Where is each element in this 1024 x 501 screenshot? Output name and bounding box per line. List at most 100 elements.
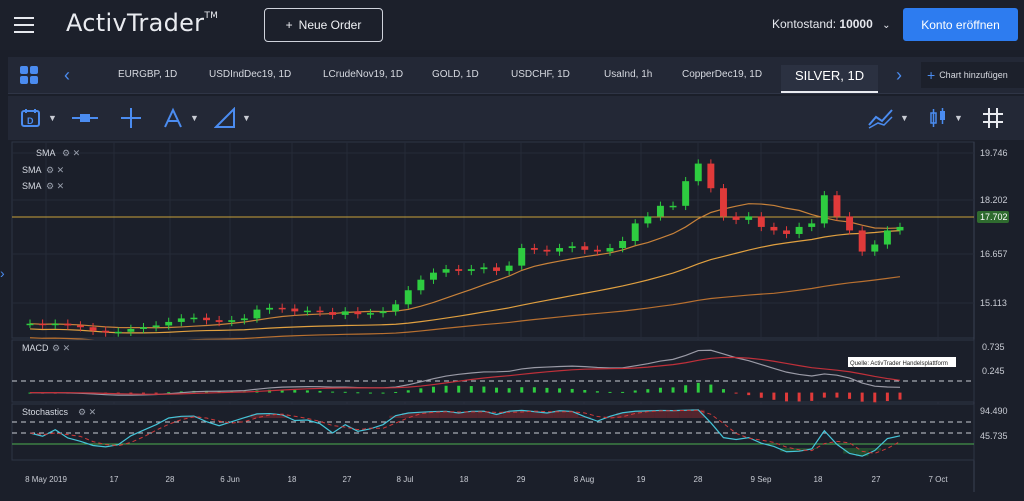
timeframe-calendar-button[interactable]: D ▼ <box>20 106 57 130</box>
candle-body <box>52 324 59 326</box>
tab-eurgbp[interactable]: EURGBP, 1D <box>118 69 177 80</box>
candle-body <box>77 325 84 327</box>
macd-bar <box>457 386 460 393</box>
tabs-prev-arrow-icon[interactable]: ‹ <box>64 65 70 86</box>
candle-body <box>884 230 891 244</box>
candle-body <box>90 327 97 331</box>
candle-body <box>607 248 614 252</box>
tab-usdind[interactable]: USDIndDec19, 1D <box>209 69 291 80</box>
x-tick-label: 17 <box>110 475 119 484</box>
grid-toggle-button[interactable] <box>982 106 1004 130</box>
tab-silver[interactable]: SILVER, 1D <box>781 65 878 93</box>
macd-bar <box>155 393 158 394</box>
candle-body <box>140 327 147 329</box>
candle-body <box>405 290 412 304</box>
candle-body <box>657 206 664 217</box>
sma-label-2[interactable]: SMA <box>22 165 42 175</box>
settings-icon[interactable]: ⚙ ✕ <box>46 165 64 175</box>
candle-body <box>796 227 803 234</box>
tab-usaind[interactable]: UsaInd, 1h <box>604 69 652 80</box>
candle-body <box>493 267 500 271</box>
macd-bar <box>533 387 536 392</box>
candle-body <box>543 250 550 252</box>
crosshair-tool[interactable] <box>120 106 142 130</box>
macd-bar <box>445 386 448 393</box>
chart-type-candle-icon <box>928 107 948 129</box>
svg-text:D: D <box>27 116 34 126</box>
stochastics-label[interactable]: Stochastics <box>22 407 69 417</box>
tabs-next-arrow-icon[interactable]: › <box>896 65 902 86</box>
candle-body <box>380 311 387 313</box>
settings-icon[interactable]: ⚙ ✕ <box>78 407 96 417</box>
macd-bar <box>545 388 548 393</box>
price-chart[interactable]: SMA ⚙ ✕ SMA ⚙ ✕ SMA ⚙ ✕ 19.746 18.202 17… <box>8 140 1024 496</box>
macd-bar <box>672 387 675 392</box>
macd-bar <box>823 393 826 398</box>
x-tick-label: 7 Oct <box>928 475 948 484</box>
pitchfork-tool[interactable]: ▼ <box>162 106 199 130</box>
macd-label-2: 0.245 <box>982 366 1005 376</box>
account-balance-dropdown[interactable]: Kontostand: 10000 ⌄ <box>772 17 891 31</box>
candle-body <box>203 318 210 320</box>
caret-down-icon: ▼ <box>900 113 909 123</box>
side-panel-expand-icon[interactable]: › <box>0 265 5 281</box>
candle-body <box>342 311 349 315</box>
add-chart-button[interactable]: + Chart hinzufügen <box>921 62 1024 88</box>
stochastics-panel: Stochastics ⚙ ✕ 94.490 45.735 <box>12 404 1008 460</box>
caret-down-icon: ▼ <box>48 113 57 123</box>
x-tick-label: 8 Aug <box>574 475 594 484</box>
macd-bar <box>432 387 435 393</box>
tab-copper[interactable]: CopperDec19, 1D <box>682 69 762 80</box>
candle-body <box>594 250 601 252</box>
candle-body <box>859 230 866 251</box>
candle-body <box>707 164 714 189</box>
chart-area[interactable]: SMA ⚙ ✕ SMA ⚙ ✕ SMA ⚙ ✕ 19.746 18.202 17… <box>8 140 1024 496</box>
x-tick-label: 18 <box>460 475 469 484</box>
candle-body <box>354 311 361 314</box>
settings-icon[interactable]: ⚙ ✕ <box>46 181 64 191</box>
macd-label[interactable]: MACD <box>22 343 49 353</box>
pitchfork-icon <box>162 107 184 129</box>
new-order-button[interactable]: + Neue Order <box>264 8 383 42</box>
macd-bar <box>886 393 889 401</box>
candle-body <box>808 223 815 227</box>
candle-body <box>733 216 740 220</box>
macd-bar <box>810 393 813 401</box>
macd-bar <box>495 388 498 393</box>
tab-lcrude[interactable]: LCrudeNov19, 1D <box>323 69 403 80</box>
macd-bar <box>319 391 322 393</box>
candle-body <box>506 266 513 271</box>
hamburger-menu-icon[interactable] <box>14 17 34 33</box>
candle-body <box>468 269 475 271</box>
macd-bar <box>596 391 599 392</box>
candle-body <box>670 206 677 208</box>
x-tick-label: 8 Jul <box>397 475 414 484</box>
macd-bar <box>709 385 712 393</box>
candle-body <box>241 318 248 320</box>
macd-bar <box>848 393 851 399</box>
indicators-button[interactable]: ▼ <box>868 106 909 130</box>
tab-gold[interactable]: GOLD, 1D <box>432 69 479 80</box>
macd-bar <box>293 390 296 393</box>
candle-body <box>556 248 563 252</box>
settings-icon[interactable]: ⚙ ✕ <box>62 148 80 158</box>
layout-grid-icon[interactable] <box>20 66 38 84</box>
macd-label-1: 0.735 <box>982 342 1005 352</box>
ruler-tool[interactable]: ▼ <box>214 106 251 130</box>
open-account-button[interactable]: Konto eröffnen <box>903 8 1018 41</box>
chart-type-button[interactable]: ▼ <box>928 106 963 130</box>
plus-icon: + <box>927 67 935 83</box>
candle-body <box>871 245 878 252</box>
candle-body <box>39 324 46 326</box>
candle-body <box>632 223 639 241</box>
x-tick-label: 28 <box>166 475 175 484</box>
sma-label-3[interactable]: SMA <box>22 181 42 191</box>
sma-label-1[interactable]: SMA <box>36 148 56 158</box>
price-label-1: 19.746 <box>980 148 1008 158</box>
tab-usdchf[interactable]: USDCHF, 1D <box>511 69 570 80</box>
horizontal-line-tool[interactable] <box>72 106 98 130</box>
settings-icon[interactable]: ⚙ ✕ <box>52 343 70 353</box>
candle-body <box>115 332 122 334</box>
candle-body <box>153 325 160 327</box>
